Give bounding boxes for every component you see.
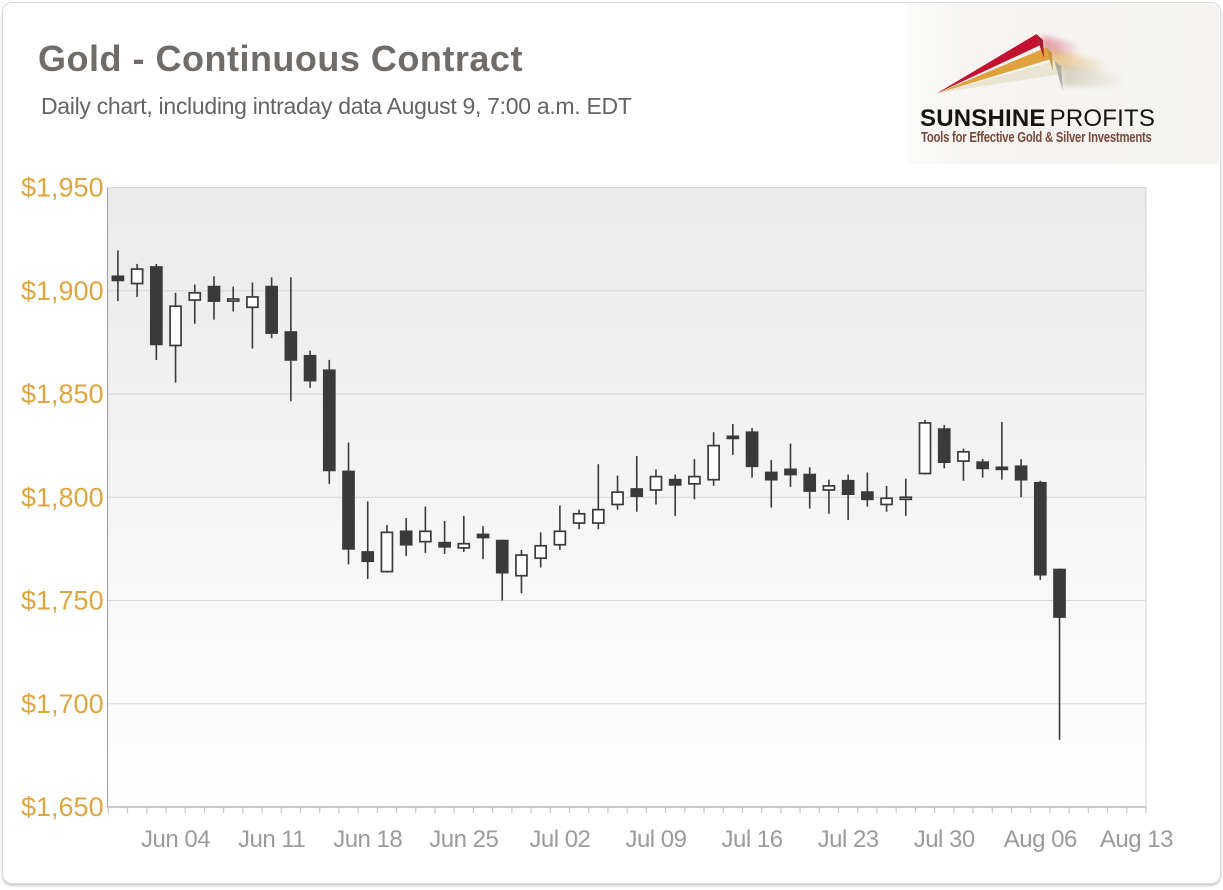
candle-body <box>188 291 202 301</box>
chart-title: Gold - Continuous Contract <box>38 38 523 79</box>
y-axis-label: $1,650 <box>21 792 104 822</box>
sunshine-profits-logo: SUNSHINE PROFITS Tools for Effective Gold… <box>907 4 1219 164</box>
x-axis-label: Jun 11 <box>238 826 305 853</box>
x-axis-label: Jul 30 <box>914 826 975 853</box>
candle-body <box>1014 465 1028 481</box>
candle-body <box>534 544 548 560</box>
candle-body <box>745 431 759 468</box>
y-axis-label: $1,850 <box>21 379 104 409</box>
logo-ray-shape <box>1036 34 1044 58</box>
candle-body <box>361 551 375 563</box>
x-axis-label: Jul 23 <box>818 826 879 853</box>
candle-body <box>649 475 663 491</box>
logo-ray-shape <box>936 34 1040 94</box>
x-axis-label: Jul 09 <box>625 826 686 853</box>
chart-subtitle: Daily chart, including intraday data Aug… <box>41 93 632 119</box>
candle-body <box>572 512 586 524</box>
y-axis-label: $1,900 <box>21 276 104 306</box>
candle-body <box>1033 481 1047 576</box>
candle-body <box>495 539 509 574</box>
candle-body <box>764 471 778 481</box>
candle-body <box>841 479 855 496</box>
candle-body <box>822 485 836 491</box>
candle-body <box>803 473 817 492</box>
candle-body <box>937 428 951 463</box>
candle-body <box>111 275 125 282</box>
candle-body <box>303 354 317 382</box>
logo-ray-shape <box>1046 47 1053 71</box>
candle-body <box>476 533 490 539</box>
logo-ray-shape <box>936 47 1050 94</box>
logo-ray-streak <box>1061 64 1128 87</box>
candle-body <box>784 468 797 476</box>
candle-body <box>399 530 413 546</box>
candle-body <box>169 305 182 347</box>
logo-ray-shape <box>1054 61 1063 91</box>
x-axis-label: Aug 13 <box>1100 826 1173 853</box>
candle-body <box>419 530 432 543</box>
x-axis-label: Jun 04 <box>141 826 210 853</box>
candle-body <box>1053 568 1066 618</box>
candle-body <box>688 475 701 485</box>
candle-body <box>515 554 528 577</box>
candle-body <box>284 331 298 361</box>
candle-body <box>342 470 355 550</box>
candle-body <box>553 530 567 546</box>
logo-brand-text: SUNSHINE PROFITS <box>920 105 1155 133</box>
x-axis-label: Jun 18 <box>333 826 402 853</box>
candle-body <box>976 461 990 470</box>
x-axis-label: Jun 25 <box>429 826 498 853</box>
logo-brand-primary: SUNSHINE <box>920 105 1046 132</box>
logo-rays-icon <box>936 34 1128 94</box>
logo-ray-shape <box>936 61 1058 94</box>
candle-body <box>611 491 624 506</box>
candle-body <box>957 450 970 462</box>
candle-body <box>207 285 221 302</box>
logo-brand-secondary: PROFITS <box>1049 105 1156 132</box>
candle-body <box>130 268 144 285</box>
candle-body <box>438 541 451 548</box>
candle-body <box>380 531 394 573</box>
candle-body <box>226 298 240 302</box>
candle-body <box>899 496 913 501</box>
candle-body <box>668 478 682 486</box>
x-axis-label: Aug 06 <box>1004 826 1077 853</box>
candlestick-chart: $1,950 $1,900 $1,850 $1,800 $1,750 $1,700 $1,6… <box>21 173 1174 854</box>
candle-body <box>918 422 932 475</box>
candle-body <box>861 491 874 501</box>
candle-body <box>630 488 644 498</box>
y-axis-label: $1,800 <box>21 482 104 512</box>
x-axis-label: Jul 02 <box>529 826 590 853</box>
candle-body <box>591 508 605 524</box>
logo-tagline: Tools for Effective Gold & Silver Invest… <box>921 130 1152 146</box>
candle-body <box>322 369 336 472</box>
y-axis-label: $1,700 <box>21 689 104 719</box>
y-axis-label: $1,950 <box>21 173 104 203</box>
candle-body <box>995 466 1009 471</box>
y-axis-label: $1,750 <box>21 586 104 616</box>
x-axis-label: Jul 16 <box>722 826 783 853</box>
candle-body <box>265 285 278 334</box>
candle-body <box>246 296 259 309</box>
candle-body <box>707 444 720 481</box>
candle-body <box>457 542 471 549</box>
candle-body <box>880 497 893 506</box>
candle-body <box>726 435 740 440</box>
candle-body <box>149 266 163 346</box>
